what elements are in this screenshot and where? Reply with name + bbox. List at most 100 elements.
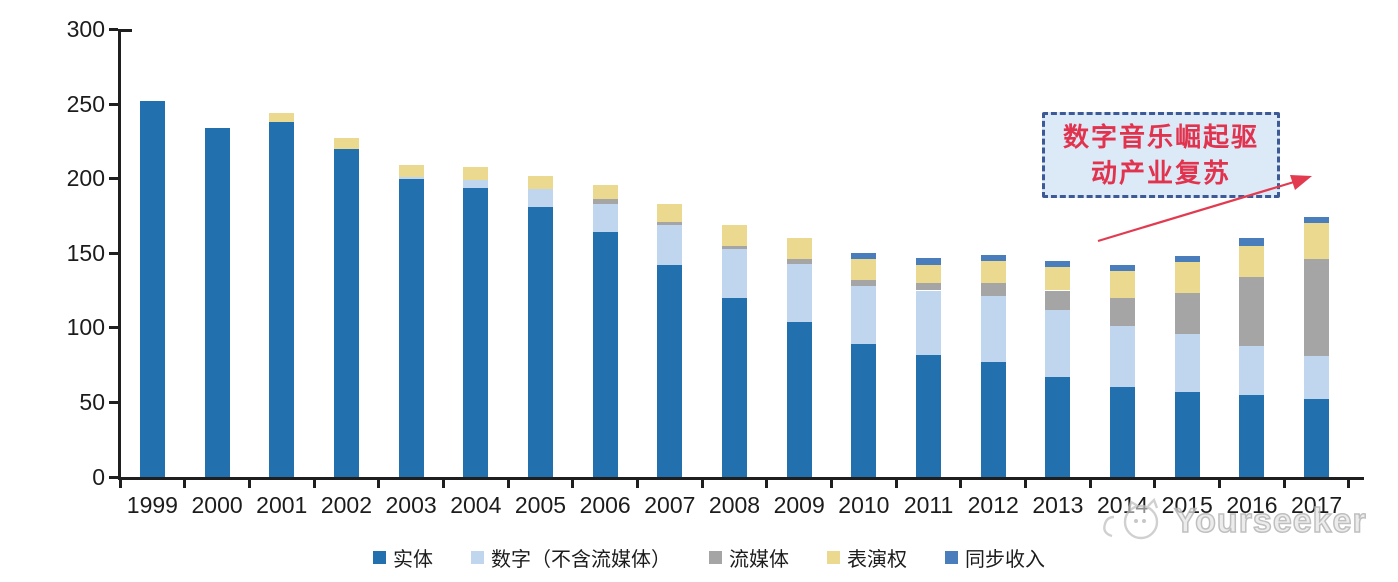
y-tick-mark [109,27,118,31]
y-tick-mark [109,475,118,479]
bar-segment-performance-2016 [1239,245,1265,278]
bar-segment-performance-2006 [592,184,618,200]
y-tick-label: 50 [79,388,105,415]
bar-segment-sync-2013 [1045,260,1071,267]
x-tick-mark [829,480,833,488]
annotation-text-line2: 动产业复苏 [1090,158,1231,188]
annotation-text-line1: 数字音乐崛起驱 [1062,122,1259,152]
x-tick-mark [377,480,381,488]
bar-segment-physical-2002 [333,148,359,477]
bar-segment-digital-2015 [1174,333,1200,392]
bar-segment-performance-2014 [1110,271,1136,298]
legend-item-physical: 实体 [373,543,433,572]
watermark: Yourseeker [1096,496,1367,546]
bar-segment-streaming-2016 [1239,277,1265,346]
bar-segment-digital-2012 [980,296,1006,363]
chart-legend: 实体 数字（不含流媒体） 流媒体 表演权 同步收入 [0,543,1398,572]
x-tick-mark [1088,480,1092,488]
x-tick-mark [312,480,316,488]
y-axis-top-cap [121,29,132,32]
x-tick-mark [506,480,510,488]
x-tick-mark [183,480,187,488]
legend-item-sync: 同步收入 [945,543,1045,572]
x-category-label: 2005 [514,492,567,518]
bar-segment-digital-2005 [527,189,553,207]
y-tick-label: 0 [92,463,105,490]
x-tick-mark [1347,480,1351,488]
legend-label-streaming: 流媒体 [729,549,789,571]
bar-segment-physical-2016 [1239,394,1265,477]
y-tick-label: 150 [66,239,105,266]
bar-segment-streaming-2014 [1110,297,1136,327]
cat-logo-icon [1103,497,1159,540]
legend-swatch-streaming [709,551,722,564]
bar-segment-sync-2011 [916,257,942,266]
bar-segment-physical-2014 [1110,387,1136,477]
x-tick-mark [1218,480,1222,488]
bar-segment-performance-2008 [722,224,748,246]
x-category-label: 2010 [838,492,890,518]
bar-segment-physical-2010 [851,344,877,477]
bar-segment-streaming-2009 [786,259,812,264]
bar-segment-streaming-2017 [1304,259,1330,357]
bar-segment-digital-2017 [1304,356,1330,400]
bar-segment-digital-2007 [657,224,683,266]
bar-segment-physical-2000 [204,127,230,477]
bar-segment-physical-2003 [398,178,424,477]
bar-segment-physical-2015 [1174,391,1200,477]
bar-segment-digital-2003 [398,177,424,179]
bar-segment-digital-2013 [1045,309,1071,378]
legend-item-digital: 数字（不含流媒体） [471,543,671,572]
x-category-label: 1999 [126,492,178,518]
bar-segment-performance-2003 [398,165,424,178]
bar-segment-physical-2006 [592,232,618,477]
x-category-label: 2002 [320,492,373,518]
bar-segment-physical-2009 [786,321,812,477]
y-tick-mark [109,400,118,404]
bar-segment-digital-2006 [592,203,618,233]
x-tick-mark [765,480,769,488]
legend-swatch-physical [373,551,386,564]
bar-segment-sync-2010 [851,253,877,260]
bar-segment-streaming-2008 [722,245,748,249]
bar-segment-streaming-2012 [980,283,1006,297]
y-tick-mark [109,177,118,181]
watermark-text: Yourseeker [1173,501,1367,541]
bar-segment-streaming-2011 [916,283,942,291]
bar-segment-performance-2001 [269,112,295,122]
legend-label-physical: 实体 [393,549,433,571]
x-category-label: 2008 [708,492,761,518]
bar-segment-sync-2012 [980,254,1006,261]
bar-segment-streaming-2013 [1045,290,1071,310]
bar-segment-performance-2010 [851,259,877,281]
bar-segment-digital-2009 [786,263,812,322]
bar-segment-streaming-2007 [657,221,683,225]
bar-segment-performance-2009 [786,238,812,260]
bar-segment-physical-2012 [980,362,1006,477]
bar-segment-physical-2007 [657,265,683,477]
x-category-label: 2013 [1032,492,1084,518]
bar-segment-performance-2005 [527,175,553,190]
bar-segment-sync-2016 [1239,238,1265,246]
bar-segment-physical-2013 [1045,377,1071,477]
legend-label-sync: 同步收入 [965,549,1045,571]
bar-segment-physical-2008 [722,297,748,477]
x-tick-mark [1024,480,1028,488]
bar-segment-performance-2013 [1045,266,1071,291]
y-axis-line [118,29,121,480]
bar-segment-physical-2004 [463,187,489,477]
x-category-label: 2017 [1291,492,1343,518]
y-tick-label: 300 [66,15,105,42]
x-category-label: 2016 [1226,492,1278,518]
legend-swatch-performance [827,551,840,564]
x-category-label: 2003 [385,492,437,518]
x-category-label: 2015 [1161,492,1213,518]
x-category-label: 2004 [450,492,502,518]
x-tick-mark [1282,480,1286,488]
bar-segment-performance-2015 [1174,262,1200,294]
bar-segment-digital-2011 [916,290,942,355]
bar-segment-digital-2014 [1110,326,1136,388]
x-category-label: 2009 [773,492,825,518]
x-tick-mark [1153,480,1157,488]
